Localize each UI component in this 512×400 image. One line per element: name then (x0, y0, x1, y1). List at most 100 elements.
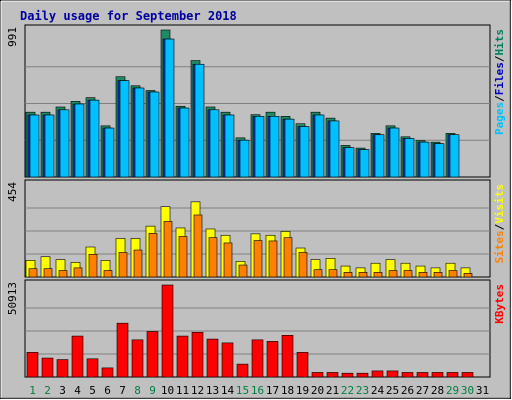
bar-sites (178, 236, 188, 278)
x-tick-label: 1 (29, 384, 36, 397)
x-tick-label: 30 (461, 384, 474, 397)
x-tick-label: 20 (311, 384, 324, 397)
bar-kbytes (266, 341, 279, 378)
bar-pages (434, 143, 445, 178)
bar-pages (329, 120, 340, 178)
bar-pages (164, 38, 175, 178)
bar-sites (58, 270, 68, 278)
x-tick-label: 26 (401, 384, 414, 397)
bar-sites (88, 254, 98, 278)
chart-title: Daily usage for September 2018 (20, 9, 237, 23)
bar-kbytes (221, 342, 234, 378)
bar-sites (43, 268, 53, 278)
bar-pages (269, 116, 280, 178)
bar-pages (389, 127, 400, 178)
bar-pages (194, 63, 205, 178)
bar-sites (298, 252, 308, 278)
bar-pages (119, 80, 130, 178)
panel-bot-ymax-label: 50913 (6, 282, 19, 315)
x-tick-label: 16 (251, 384, 264, 397)
bar-sites (358, 272, 368, 278)
x-tick-label: 18 (281, 384, 294, 397)
bar-kbytes (71, 335, 84, 378)
bar-sites (193, 214, 203, 278)
bar-pages (29, 114, 40, 178)
panel-top-legend: Pages/Files/Hits (493, 29, 506, 135)
bar-sites (283, 237, 293, 278)
bar-pages (134, 87, 145, 178)
bar-pages (284, 118, 295, 178)
bar-kbytes (311, 372, 324, 378)
bar-sites (28, 268, 38, 278)
bar-sites (328, 269, 338, 278)
bar-sites (223, 242, 233, 278)
bar-kbytes (146, 331, 159, 378)
bar-sites (208, 237, 218, 278)
legend-part-2: Files (493, 62, 506, 95)
bar-kbytes (386, 370, 399, 378)
bar-sites (448, 270, 458, 278)
bar-sites (388, 270, 398, 278)
bar-kbytes (401, 372, 414, 378)
x-tick-label: 15 (236, 384, 249, 397)
x-tick-label: 29 (446, 384, 459, 397)
panel-bot-legend: KBytes (493, 284, 506, 324)
x-tick-label: 19 (296, 384, 309, 397)
x-tick-label: 13 (206, 384, 219, 397)
bar-kbytes (461, 372, 474, 378)
bar-kbytes (431, 372, 444, 378)
bar-pages (209, 109, 220, 178)
bar-sites (163, 221, 173, 278)
bar-kbytes (326, 372, 339, 378)
x-tick-label: 9 (149, 384, 156, 397)
x-tick-label: 27 (416, 384, 429, 397)
x-tick-label: 14 (221, 384, 235, 397)
x-tick-label: 31 (476, 384, 489, 397)
bar-kbytes (101, 367, 114, 378)
panel-mid-ymax-label: 454 (6, 182, 19, 202)
bar-sites (238, 264, 248, 278)
bar-pages (44, 114, 55, 178)
x-tick-label: 28 (431, 384, 444, 397)
bar-kbytes (191, 331, 204, 378)
bar-kbytes (116, 322, 129, 378)
x-tick-label: 21 (326, 384, 339, 397)
bar-sites (253, 240, 263, 278)
legend-part-0: Sites (493, 230, 506, 263)
x-tick-label: 11 (176, 384, 189, 397)
bar-kbytes (41, 357, 54, 378)
bar-kbytes (56, 359, 69, 378)
legend-part-1: / (493, 223, 506, 230)
bar-kbytes (86, 358, 99, 378)
legend-part-1: / (493, 95, 506, 102)
bar-sites (343, 272, 353, 278)
bar-sites (463, 273, 473, 278)
bar-kbytes (176, 335, 189, 378)
bar-kbytes (446, 372, 459, 378)
bar-pages (254, 116, 265, 178)
x-tick-label: 7 (119, 384, 126, 397)
panel-bot: 50913 KBytes (6, 279, 506, 378)
bar-kbytes (161, 284, 174, 378)
bar-kbytes (371, 370, 384, 378)
bar-sites (403, 270, 413, 278)
x-tick-label: 22 (341, 384, 354, 397)
bar-sites (373, 272, 383, 278)
bar-kbytes (26, 352, 39, 378)
legend-part-4: Hits (493, 29, 506, 56)
x-tick-label: 24 (371, 384, 385, 397)
bar-sites (148, 233, 158, 278)
bar-kbytes (131, 339, 144, 378)
bar-pages (74, 103, 85, 178)
bar-kbytes (206, 338, 219, 378)
panel-mid: 454 Sites/Visits (6, 179, 506, 278)
x-tick-label: 23 (356, 384, 369, 397)
legend-part-0: Pages (493, 102, 506, 135)
x-tick-label: 25 (386, 384, 399, 397)
bar-pages (449, 134, 460, 178)
bar-kbytes (416, 372, 429, 378)
bar-pages (359, 149, 370, 178)
bar-kbytes (236, 363, 249, 378)
